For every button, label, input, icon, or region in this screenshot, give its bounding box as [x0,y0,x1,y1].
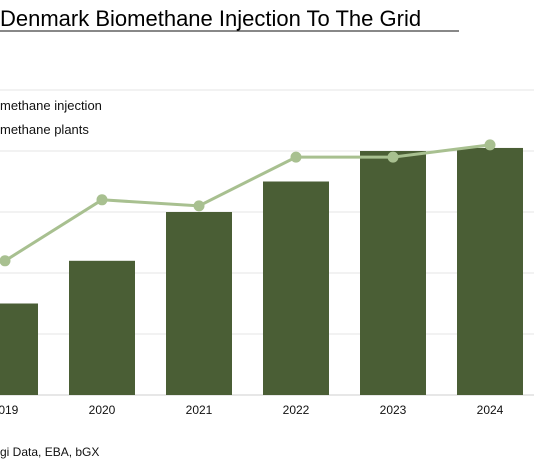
legend-label-plants: methane plants [0,122,89,137]
legend: methane injection methane plants [0,98,102,137]
bar-2021 [166,212,232,395]
x-axis: 2019 2020 2021 2022 2023 2024 [0,403,504,417]
bar-series [0,147,523,395]
x-tick-label: 2021 [186,403,213,417]
line-point-2022 [290,151,302,163]
x-tick-label: 2022 [283,403,310,417]
x-tick-label: 2024 [477,403,504,417]
bar-2022 [263,181,329,395]
bar-2019 [0,303,38,395]
x-tick-label: 2019 [0,403,19,417]
source-note: gi Data, EBA, bGX [0,445,99,459]
line-point-2024 [484,139,496,151]
line-path [4,143,491,263]
line-point-2021 [193,200,205,212]
chart-title: Denmark Biomethane Injection To The Grid [0,6,421,31]
line-point-2023 [387,151,399,163]
bar-2024 [457,147,523,395]
line-point-2019 [0,255,11,267]
line-series [0,139,496,267]
bar-2020 [69,260,135,395]
line-point-2020 [96,194,108,206]
legend-label-injection: methane injection [0,98,102,113]
x-tick-label: 2023 [380,403,407,417]
bar-2023 [360,151,426,395]
x-tick-label: 2020 [89,403,116,417]
